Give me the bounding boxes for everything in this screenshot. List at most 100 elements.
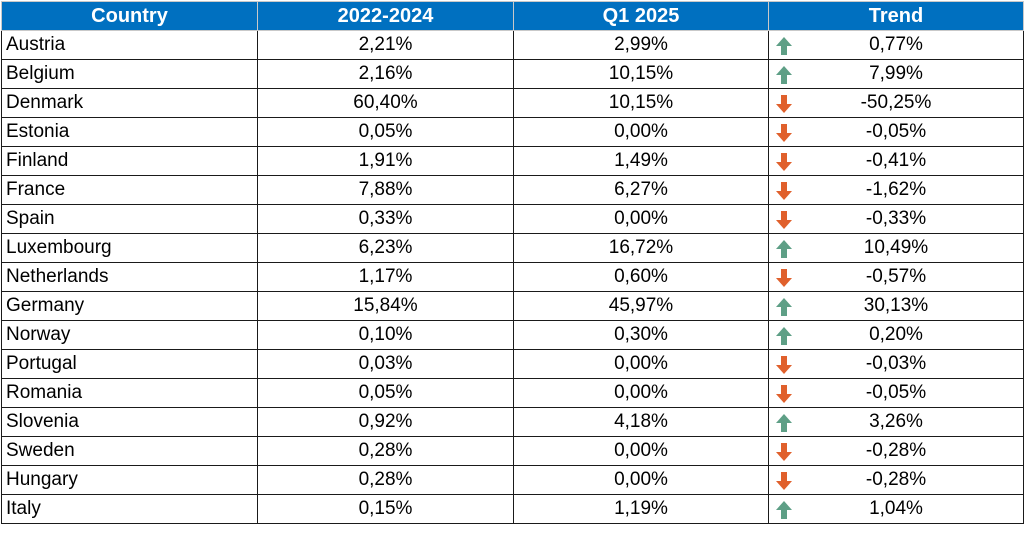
country-cell: Portugal (1, 349, 258, 379)
value-q1-2025-cell: 4,18% (513, 407, 769, 437)
table-row: Norway 0,10% 0,30% 0,20% (1, 320, 1024, 350)
trend-value: -0,28% (865, 440, 927, 461)
value-q1-2025-cell: 0,00% (513, 117, 769, 147)
header-q1-2025: Q1 2025 (513, 1, 769, 31)
value-q1-2025-cell: 2,99% (513, 30, 769, 60)
value-2022-2024-cell: 15,84% (257, 291, 514, 321)
arrow-down-icon (776, 385, 792, 403)
trend-cell: 0,20% (768, 320, 1024, 350)
value-2022-2024-cell: 0,05% (257, 378, 514, 408)
table-row: Romania 0,05% 0,00% -0,05% (1, 378, 1024, 408)
value-q1-2025-cell: 1,19% (513, 494, 769, 524)
table-row: Luxembourg 6,23% 16,72% 10,49% (1, 233, 1024, 263)
arrow-up-icon (776, 327, 792, 345)
value-q1-2025-cell: 0,60% (513, 262, 769, 292)
arrow-down-icon (776, 269, 792, 287)
arrow-down-icon (776, 95, 792, 113)
value-2022-2024-cell: 7,88% (257, 175, 514, 205)
table-row: Spain 0,33% 0,00% -0,33% (1, 204, 1024, 234)
table-row: Sweden 0,28% 0,00% -0,28% (1, 436, 1024, 466)
arrow-down-icon (776, 153, 792, 171)
arrow-down-icon (776, 356, 792, 374)
table-row: Estonia 0,05% 0,00% -0,05% (1, 117, 1024, 147)
trend-cell: -0,03% (768, 349, 1024, 379)
value-2022-2024-cell: 0,15% (257, 494, 514, 524)
arrow-up-icon (776, 240, 792, 258)
trend-value: -1,62% (865, 179, 927, 200)
value-2022-2024-cell: 6,23% (257, 233, 514, 263)
table-row: Portugal 0,03% 0,00% -0,03% (1, 349, 1024, 379)
trend-value: -0,41% (865, 150, 927, 171)
trend-value: 0,20% (869, 324, 923, 345)
value-2022-2024-cell: 2,16% (257, 59, 514, 89)
country-cell: Belgium (1, 59, 258, 89)
value-2022-2024-cell: 2,21% (257, 30, 514, 60)
country-cell: Norway (1, 320, 258, 350)
table-row: Denmark 60,40% 10,15% -50,25% (1, 88, 1024, 118)
trend-cell: 1,04% (768, 494, 1024, 524)
arrow-up-icon (776, 501, 792, 519)
trend-value: 0,77% (869, 34, 923, 55)
value-q1-2025-cell: 0,00% (513, 465, 769, 495)
trend-value: -0,03% (865, 353, 927, 374)
arrow-up-icon (776, 37, 792, 55)
value-q1-2025-cell: 10,15% (513, 59, 769, 89)
value-q1-2025-cell: 16,72% (513, 233, 769, 263)
value-2022-2024-cell: 0,10% (257, 320, 514, 350)
header-trend: Trend (768, 1, 1024, 31)
table-row: Germany 15,84% 45,97% 30,13% (1, 291, 1024, 321)
country-cell: Austria (1, 30, 258, 60)
value-q1-2025-cell: 0,00% (513, 436, 769, 466)
arrow-up-icon (776, 298, 792, 316)
header-2022-2024: 2022-2024 (257, 1, 514, 31)
trend-value: 7,99% (869, 63, 923, 84)
trend-cell: -0,05% (768, 117, 1024, 147)
country-cell: Italy (1, 494, 258, 524)
value-2022-2024-cell: 0,03% (257, 349, 514, 379)
arrow-down-icon (776, 124, 792, 142)
value-q1-2025-cell: 0,30% (513, 320, 769, 350)
trend-cell: -0,28% (768, 436, 1024, 466)
value-2022-2024-cell: 0,28% (257, 436, 514, 466)
value-q1-2025-cell: 45,97% (513, 291, 769, 321)
value-2022-2024-cell: 1,91% (257, 146, 514, 176)
trend-value: 30,13% (863, 295, 929, 316)
trend-value: 10,49% (863, 237, 929, 258)
table-row: Italy 0,15% 1,19% 1,04% (1, 494, 1024, 524)
arrow-down-icon (776, 472, 792, 490)
table-row: Netherlands 1,17% 0,60% -0,57% (1, 262, 1024, 292)
arrow-up-icon (776, 66, 792, 84)
trend-cell: 10,49% (768, 233, 1024, 263)
trend-value: -0,05% (865, 382, 927, 403)
value-q1-2025-cell: 6,27% (513, 175, 769, 205)
trend-value: -0,57% (865, 266, 927, 287)
value-q1-2025-cell: 0,00% (513, 378, 769, 408)
header-row: Country 2022-2024 Q1 2025 Trend (1, 1, 1024, 31)
trend-cell: 7,99% (768, 59, 1024, 89)
value-q1-2025-cell: 10,15% (513, 88, 769, 118)
country-cell: France (1, 175, 258, 205)
value-q1-2025-cell: 1,49% (513, 146, 769, 176)
trend-value: -0,28% (865, 469, 927, 490)
trend-value: -0,33% (865, 208, 927, 229)
trend-value: -0,05% (865, 121, 927, 142)
trend-cell: -0,57% (768, 262, 1024, 292)
arrow-down-icon (776, 211, 792, 229)
table-row: Slovenia 0,92% 4,18% 3,26% (1, 407, 1024, 437)
trend-value: -50,25% (860, 92, 932, 113)
trend-cell: -0,33% (768, 204, 1024, 234)
country-cell: Romania (1, 378, 258, 408)
trend-cell: -50,25% (768, 88, 1024, 118)
value-2022-2024-cell: 1,17% (257, 262, 514, 292)
trend-table: Country 2022-2024 Q1 2025 Trend Austria 2… (1, 1, 1024, 524)
trend-value: 3,26% (869, 411, 923, 432)
country-cell: Luxembourg (1, 233, 258, 263)
country-cell: Sweden (1, 436, 258, 466)
value-q1-2025-cell: 0,00% (513, 349, 769, 379)
arrow-down-icon (776, 443, 792, 461)
country-cell: Hungary (1, 465, 258, 495)
table-row: Finland 1,91% 1,49% -0,41% (1, 146, 1024, 176)
trend-cell: -0,05% (768, 378, 1024, 408)
trend-cell: 30,13% (768, 291, 1024, 321)
arrow-down-icon (776, 182, 792, 200)
